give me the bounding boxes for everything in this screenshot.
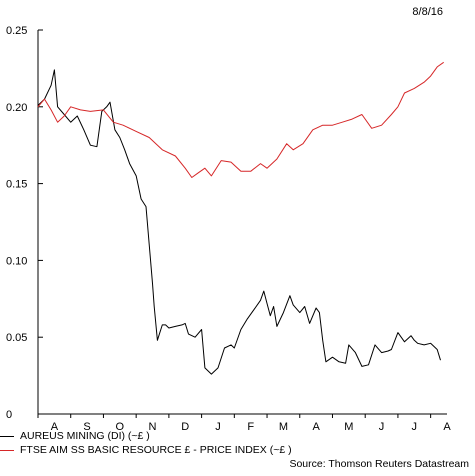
x-tick-label: J	[412, 421, 418, 430]
y-tick-label: 0.05	[6, 332, 27, 344]
series-lines	[37, 61, 444, 375]
y-tick-label: 0.15	[6, 179, 27, 191]
legend-entry-aureus: AUREUS MINING (DI) (~£ )	[0, 430, 150, 442]
x-tick-label: J	[215, 421, 221, 430]
legend-swatch-ftse	[0, 449, 14, 451]
x-tick-label: O	[116, 421, 125, 430]
chart: 0 0.05 0.10 0.15 0.20 0.25 A S O N D J F M A M J J A	[6, 25, 451, 430]
legend-label-aureus: AUREUS MINING (DI) (~£ )	[20, 430, 150, 442]
series-line-aureus	[37, 69, 441, 375]
date-label: 8/8/16	[412, 6, 443, 18]
legend-entry-ftse: FTSE AIM SS BASIC RESOURCE £ - PRICE IND…	[0, 444, 292, 456]
series-line-ftse	[37, 61, 444, 178]
legend-label-ftse: FTSE AIM SS BASIC RESOURCE £ - PRICE IND…	[20, 444, 292, 456]
y-tick-label: 0.10	[6, 255, 27, 267]
y-axis: 0 0.05 0.10 0.15 0.20 0.25	[6, 25, 43, 421]
y-tick-label: 0	[6, 409, 12, 421]
x-tick-label: S	[83, 421, 90, 430]
x-tick-label: F	[247, 421, 254, 430]
x-tick-label: D	[181, 421, 189, 430]
x-tick-label: J	[379, 421, 385, 430]
x-tick-label: M	[344, 421, 353, 430]
y-tick-label: 0.20	[6, 102, 27, 114]
source-note: Source: Thomson Reuters Datastream	[289, 458, 469, 470]
y-tick-label: 0.25	[6, 25, 27, 37]
x-tick-label: A	[51, 421, 59, 430]
x-tick-label: A	[443, 421, 451, 430]
x-tick-label: M	[279, 421, 288, 430]
x-tick-label: N	[149, 421, 157, 430]
legend-swatch-aureus	[0, 435, 14, 437]
x-tick-label: A	[312, 421, 320, 430]
